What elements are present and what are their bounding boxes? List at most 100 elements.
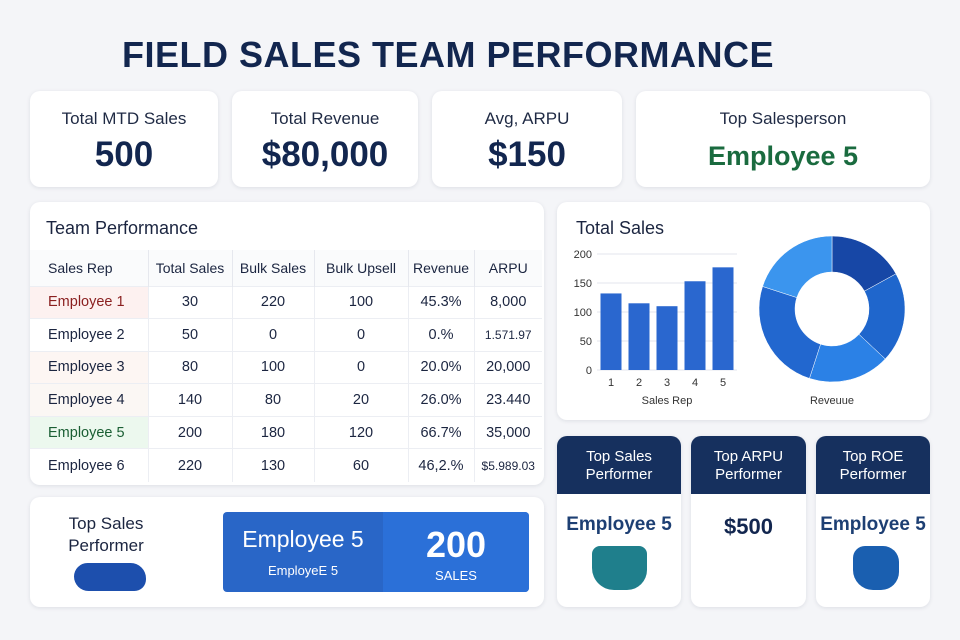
table-row[interactable]: Employee 4 140 80 20 26.0% 23.440 xyxy=(30,383,542,417)
total-sales-chart-card: Total Sales 0 50 100 150 200 1 2 3 4 5 Sales Rep Re… xyxy=(557,202,930,420)
kpi-value: Employee 5 xyxy=(707,141,859,171)
chart-title: Total Sales xyxy=(576,218,665,238)
banner-value: 200 xyxy=(425,524,487,565)
cell-bulk-upsell: 0 xyxy=(314,318,409,352)
cell-arpu: 35,000 xyxy=(474,415,542,449)
cell-sales-rep: Employee 1 xyxy=(30,285,149,319)
bar xyxy=(656,306,678,370)
x-axis-label: Sales Rep xyxy=(642,395,693,407)
cell-arpu: 23.440 xyxy=(474,383,542,417)
team-performance-table: Sales Rep Total Sales Bulk Sales Bulk Up… xyxy=(30,250,542,482)
y-tick-label: 0 xyxy=(586,365,592,377)
cell-bulk-sales: 0 xyxy=(232,318,315,352)
page-title: FIELD SALES TEAM PERFORMANCE xyxy=(122,34,775,75)
cell-sales-rep: Employee 4 xyxy=(30,383,149,417)
avatar-blob-icon xyxy=(74,563,146,591)
top-sales-performer-card: Top Sales Performer Employee 5 EmployeE … xyxy=(30,497,544,607)
y-tick-label: 150 xyxy=(574,278,592,290)
x-tick-label: 1 xyxy=(608,377,614,389)
cell-revenue: 20.0% xyxy=(408,350,475,384)
banner-name: Employee 5 xyxy=(242,526,364,552)
kpi-card-total-revenue: Total Revenue $80,000 xyxy=(232,91,418,187)
table-row[interactable]: Employee 1 30 220 100 45.3% 8,000 xyxy=(30,285,542,319)
cell-bulk-sales: 180 xyxy=(232,415,315,449)
cell-bulk-upsell: 60 xyxy=(314,448,409,482)
kpi-label: Avg, ARPU xyxy=(484,109,570,128)
banner-unit: SALES xyxy=(435,568,477,583)
kpi-value: $80,000 xyxy=(261,135,389,174)
cell-bulk-upsell: 20 xyxy=(314,383,409,417)
column-header[interactable]: Bulk Sales xyxy=(232,250,315,286)
cell-total-sales: 140 xyxy=(148,383,233,417)
cell-arpu: 20,000 xyxy=(474,350,542,384)
bar xyxy=(712,267,734,370)
performer-card-top-sales[interactable]: Top Sales Performer Employee 5 xyxy=(557,436,681,607)
performer-value: Employee 5 xyxy=(820,514,926,535)
cell-total-sales: 30 xyxy=(148,285,233,319)
kpi-card-top-salesperson: Top Salesperson Employee 5 xyxy=(636,91,930,187)
cell-bulk-upsell: 0 xyxy=(314,350,409,384)
card-title: Top Sales Performer xyxy=(68,514,144,555)
team-performance-card: Team Performance Sales Rep Total Sales B… xyxy=(30,202,544,485)
performer-card-top-arpu[interactable]: Top ARPU Performer $500 xyxy=(691,436,806,607)
column-header[interactable]: ARPU xyxy=(474,250,542,286)
column-header[interactable]: Bulk Upsell xyxy=(314,250,409,286)
y-tick-label: 100 xyxy=(574,307,592,319)
table-row[interactable]: Employee 6 220 130 60 46,2.% $5.989.03 xyxy=(30,448,542,482)
donut-slice xyxy=(758,286,821,379)
cell-sales-rep: Employee 5 xyxy=(30,415,149,449)
cell-sales-rep: Employee 2 xyxy=(30,318,149,352)
kpi-card-total-mtd-sales: Total MTD Sales 500 xyxy=(30,91,218,187)
kpi-label: Total Revenue xyxy=(270,109,380,128)
cell-bulk-upsell: 120 xyxy=(314,415,409,449)
total-sales-chart: 0 50 100 150 200 1 2 3 4 5 Sales Rep Reveuue xyxy=(574,235,906,407)
cell-revenue: 0.% xyxy=(408,318,475,352)
table-row[interactable]: Employee 3 80 100 0 20.0% 20,000 xyxy=(30,350,542,384)
cell-arpu: $5.989.03 xyxy=(474,448,542,482)
x-tick-label: 2 xyxy=(636,377,642,389)
performer-header: Top Sales Performer xyxy=(557,436,681,494)
cell-total-sales: 50 xyxy=(148,318,233,352)
kpi-value: $150 xyxy=(488,135,566,174)
top-performer-banner[interactable]: Employee 5 EmployeE 5 200 SALES xyxy=(223,512,529,592)
cell-revenue: 45.3% xyxy=(408,285,475,319)
kpi-value: 500 xyxy=(94,135,154,174)
cell-bulk-sales: 100 xyxy=(232,350,315,384)
kpi-label: Top Salesperson xyxy=(719,109,847,128)
cell-total-sales: 80 xyxy=(148,350,233,384)
donut-slice xyxy=(762,235,833,298)
bar xyxy=(628,303,650,370)
cell-arpu: 8,000 xyxy=(474,285,542,319)
kpi-card-avg-arpu: Avg, ARPU $150 xyxy=(432,91,622,187)
cell-revenue: 46,2.% xyxy=(408,448,475,482)
cell-bulk-sales: 80 xyxy=(232,383,315,417)
cell-revenue: 66.7% xyxy=(408,415,475,449)
x-tick-label: 5 xyxy=(720,377,726,389)
performer-value: $500 xyxy=(724,514,773,539)
cell-sales-rep: Employee 6 xyxy=(30,448,149,482)
bar xyxy=(600,293,622,370)
y-tick-label: 200 xyxy=(574,249,592,261)
table-header-row: Sales Rep Total Sales Bulk Sales Bulk Up… xyxy=(30,250,542,286)
column-header[interactable]: Total Sales xyxy=(148,250,233,286)
donut-label: Reveuue xyxy=(810,395,854,407)
banner-sub: EmployeE 5 xyxy=(267,563,339,578)
table-row[interactable]: Employee 2 50 0 0 0.% 1.571.97 xyxy=(30,318,542,352)
column-header[interactable]: Sales Rep xyxy=(30,250,149,286)
cell-bulk-upsell: 100 xyxy=(314,285,409,319)
blue-badge-icon xyxy=(853,546,899,590)
performer-value: Employee 5 xyxy=(566,514,672,535)
table-row[interactable]: Employee 5 200 180 120 66.7% 35,000 xyxy=(30,415,542,449)
x-tick-label: 3 xyxy=(664,377,670,389)
cell-total-sales: 200 xyxy=(148,415,233,449)
column-header[interactable]: Revenue xyxy=(408,250,475,286)
teal-badge-icon xyxy=(592,546,647,590)
cell-arpu: 1.571.97 xyxy=(474,318,542,352)
cell-sales-rep: Employee 3 xyxy=(30,350,149,384)
cell-total-sales: 220 xyxy=(148,448,233,482)
y-tick-label: 50 xyxy=(580,336,592,348)
performer-header: Top ROE Performer xyxy=(816,436,930,494)
performer-card-top-roe[interactable]: Top ROE Performer Employee 5 xyxy=(816,436,930,607)
kpi-label: Total MTD Sales xyxy=(61,109,187,128)
section-title: Team Performance xyxy=(46,218,199,238)
